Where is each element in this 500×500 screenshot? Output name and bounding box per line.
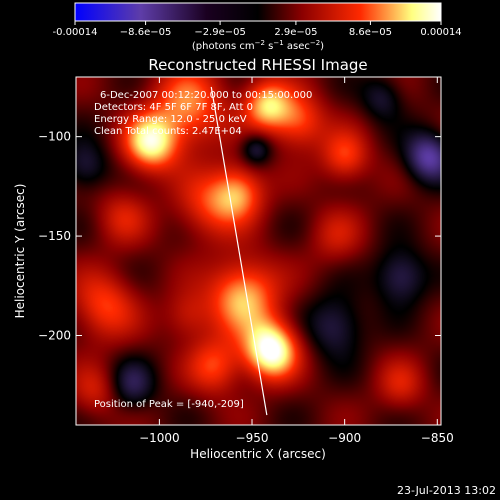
colorbar-tick-label: −8.6e−05 — [120, 27, 172, 38]
peak-annotation: Position of Peak = [-940,-209] — [94, 399, 244, 410]
colorbar: -0.00014 −8.6e−05 −2.9e−05 2.9e−05 8.6e−05 0.… — [53, 2, 462, 52]
x-tick-label: −950 — [236, 431, 269, 445]
annotations: 6-Dec-2007 00:12:20.000 to 00:15:00.000 … — [94, 90, 312, 410]
x-tick-label: −850 — [421, 431, 454, 445]
colorbar-tick-label: 8.6e−05 — [349, 27, 392, 38]
footer-timestamp: 23-Jul-2013 13:02 — [397, 484, 496, 497]
colorbar-tick-label: −2.9e−05 — [194, 27, 246, 38]
solar-limb-line — [210, 86, 268, 416]
y-tick-label: −100 — [38, 130, 71, 144]
colorbar-tick-label: 0.00014 — [420, 27, 461, 38]
x-tick-label: −900 — [328, 431, 361, 445]
time-range-annotation: 6-Dec-2007 00:12:20.000 to 00:15:00.000 — [100, 90, 312, 101]
colorbar-tick-label: -0.00014 — [53, 27, 98, 38]
x-tick-label: −1000 — [139, 431, 180, 445]
clean-annotation: Clean Total counts: 2.47E+04 — [94, 126, 242, 137]
y-tick-label: −200 — [38, 329, 71, 343]
plot-frame — [75, 76, 442, 426]
colorbar-units: (photons cm−2 s−1 asec−2) — [192, 39, 324, 52]
colorbar-tick-label: 2.9e−05 — [274, 27, 317, 38]
energy-annotation: Energy Range: 12.0 - 25.0 keV — [94, 114, 247, 125]
x-axis-label: Heliocentric X (arcsec) — [190, 447, 326, 461]
y-tick-label: −150 — [38, 229, 71, 243]
y-axis-label: Heliocentric Y (arcsec) — [13, 184, 27, 319]
detectors-annotation: Detectors: 4F 5F 6F 7F 8F, Att 0 — [94, 102, 253, 113]
chart-title: Reconstructed RHESSI Image — [148, 56, 367, 74]
colorbar-gradient — [74, 2, 442, 22]
